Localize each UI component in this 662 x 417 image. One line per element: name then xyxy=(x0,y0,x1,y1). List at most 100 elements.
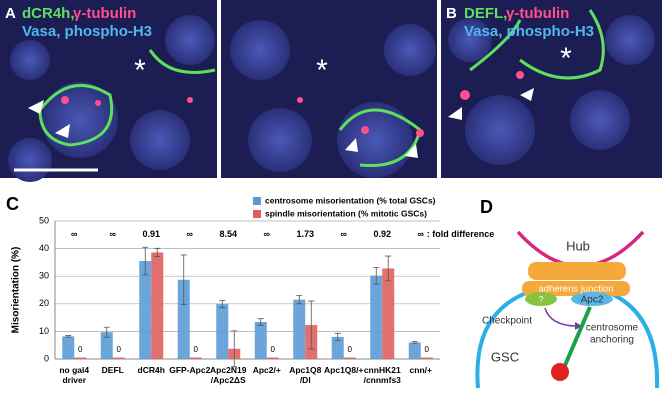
bar xyxy=(266,357,279,359)
error-bar xyxy=(334,332,341,341)
panel-label: B xyxy=(446,5,457,22)
value-label: 0 xyxy=(194,345,199,354)
unknown-label: ? xyxy=(538,294,543,304)
bar xyxy=(420,357,433,359)
error-bar xyxy=(65,335,72,338)
arrow xyxy=(544,307,576,327)
y-tick-label: 30 xyxy=(39,271,49,281)
legend-label: centrosome misorientation (% total GSCs) xyxy=(265,195,436,205)
fold-difference: ∞ xyxy=(264,229,271,239)
error-bar xyxy=(385,255,392,282)
bar xyxy=(370,275,383,359)
error-bar xyxy=(373,266,380,285)
fold-difference: ∞ xyxy=(341,229,348,239)
bar xyxy=(151,252,164,359)
centrosomes xyxy=(61,71,524,137)
arrowhead xyxy=(575,322,582,330)
checkpoint-label: Checkpoint xyxy=(482,316,532,327)
fold-difference: 0.92 xyxy=(373,229,391,239)
x-tick-label: no gal4 driver xyxy=(59,365,89,385)
bar xyxy=(100,332,113,359)
bar xyxy=(139,261,152,359)
error-bar xyxy=(142,246,149,276)
bar xyxy=(408,342,421,359)
fold-difference: 0.91 xyxy=(142,229,160,239)
value-label: 0 xyxy=(348,345,353,354)
y-tick-label: 0 xyxy=(44,353,49,363)
panel-label: C xyxy=(6,194,19,214)
unknown-protein xyxy=(525,292,557,306)
anchoring-label: centrosome xyxy=(586,323,639,334)
y-tick-label: 40 xyxy=(39,243,49,253)
panel-label: A xyxy=(5,5,16,22)
error-bar xyxy=(296,295,303,305)
stain-label: γ-tubulin xyxy=(73,5,136,22)
bar xyxy=(112,357,125,359)
legend-swatch xyxy=(253,197,261,205)
panel-label: D xyxy=(480,197,493,217)
centrosome xyxy=(551,363,569,381)
model-diagram: Hub adherens junction ? Apc2 Checkpoint … xyxy=(475,230,660,389)
bar xyxy=(189,357,202,359)
x-tick-label: Apc1Q8/+ xyxy=(324,365,363,375)
apc2-protein xyxy=(571,292,613,306)
x-tick-label: Apc2/+ xyxy=(253,365,281,375)
fold-note: : fold difference xyxy=(427,229,495,239)
fold-difference: 8.54 xyxy=(219,229,237,239)
value-label: 0 xyxy=(78,345,83,354)
stain-label: DEFL, xyxy=(464,5,507,22)
x-tick-label: DEFL xyxy=(102,365,124,375)
error-bar xyxy=(180,254,187,306)
bar xyxy=(216,304,229,359)
arrowheads xyxy=(28,88,534,158)
anchoring-label: anchoring xyxy=(590,335,634,346)
x-tick-label: cnn/+ xyxy=(410,365,432,375)
legend-label: spindle misorientation (% mitotic GSCs) xyxy=(265,208,427,218)
bar xyxy=(382,268,395,359)
fold-difference: ∞ xyxy=(418,229,425,239)
micrographs: A dCR4h, γ-tubulin Vasa, phospho-H3 * * … xyxy=(0,0,662,182)
bar xyxy=(331,336,344,359)
apc2-label: Apc2 xyxy=(581,295,604,306)
x-tick-label: Apc2N19/Apc2ΔS xyxy=(210,365,247,385)
y-tick-label: 10 xyxy=(39,326,49,336)
error-bar xyxy=(231,330,238,368)
fold-difference: ∞ xyxy=(187,229,194,239)
bar-chart: Misorientation (%) 0 10 20 30 40 50 centrosome … xyxy=(11,195,495,385)
error-bar xyxy=(257,318,264,326)
value-label: 0 xyxy=(425,345,430,354)
fold-difference: ∞ xyxy=(71,229,78,239)
error-bar xyxy=(219,300,226,309)
hub-mark: * xyxy=(560,42,572,75)
fold-difference: 1.73 xyxy=(296,229,314,239)
y-tick-label: 20 xyxy=(39,298,49,308)
bar xyxy=(254,322,267,359)
gsc-label: GSC xyxy=(491,349,519,364)
error-bar xyxy=(308,300,315,350)
y-tick-label: 50 xyxy=(39,215,49,225)
bar xyxy=(177,279,190,359)
bar xyxy=(293,299,306,359)
junction-label: adherens junction xyxy=(539,284,614,295)
stain-label: dCR4h, xyxy=(22,5,75,22)
hub-mark: * xyxy=(134,54,146,87)
y-axis-label: Misorientation (%) xyxy=(11,247,22,334)
error-bar xyxy=(154,247,161,258)
value-label: 0 xyxy=(117,345,122,354)
stain-label: γ-tubulin xyxy=(506,5,569,22)
value-label: 0 xyxy=(271,345,276,354)
bar xyxy=(343,357,356,359)
junction-bar xyxy=(522,281,630,296)
stain-label: Vasa, phospho-H3 xyxy=(22,23,152,40)
error-bar xyxy=(103,326,110,338)
x-tick-label: cnnHK21/cnnmfs3 xyxy=(364,365,402,385)
stain-label: Vasa, phospho-H3 xyxy=(464,23,594,40)
hub-mark: * xyxy=(316,54,328,87)
error-bar xyxy=(411,341,418,344)
anchor-line xyxy=(561,306,592,371)
hub-bar xyxy=(528,262,626,280)
x-tick-label: GFP-Apc2 xyxy=(169,365,210,375)
hub-label: Hub xyxy=(566,238,590,253)
bar xyxy=(74,357,87,359)
